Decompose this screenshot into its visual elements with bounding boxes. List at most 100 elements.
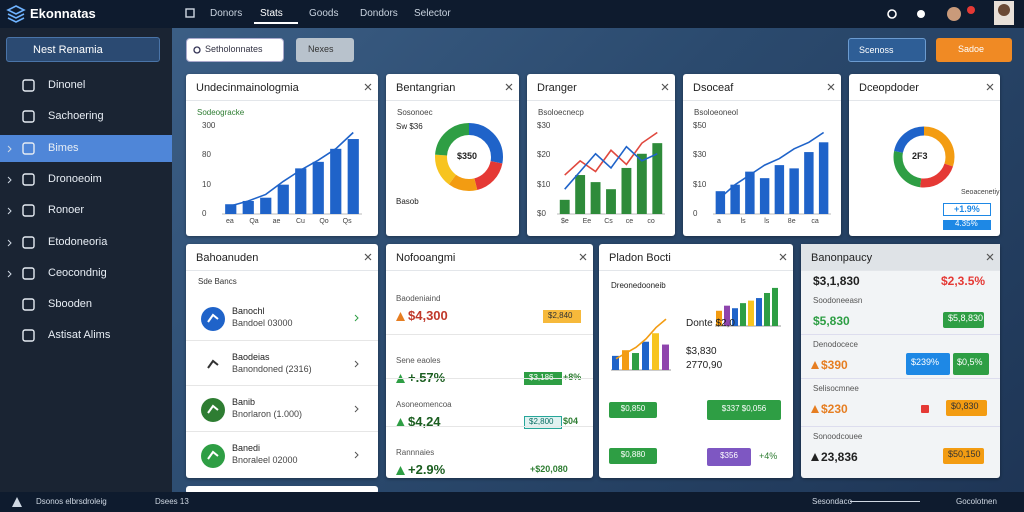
row-rule [186, 385, 378, 386]
chevron-glyph [354, 360, 359, 367]
badge[interactable]: $0,5% [953, 353, 989, 375]
nav-tab[interactable]: Goods [309, 8, 339, 19]
chevron [7, 239, 12, 246]
y-tick-label: 0 [202, 209, 207, 218]
sidebar-item[interactable]: Bimes [0, 134, 172, 162]
bar [732, 308, 738, 326]
bar [225, 204, 237, 214]
top-bar: Ekonnatas Donors Stats Goods Dondors Selector [0, 0, 1024, 28]
bar [330, 148, 342, 214]
button-text: $0,880 [620, 450, 646, 459]
close-glyph [364, 253, 372, 261]
sidebar-item[interactable]: Ceocondnig [0, 260, 172, 287]
badge[interactable]: $50,150 [943, 448, 984, 464]
badge-text: $0,830 [951, 401, 979, 411]
sidebar-item[interactable]: Dinonel [0, 72, 172, 99]
badge[interactable]: $239% [906, 353, 950, 375]
toolbar-button-box[interactable]: Nexes [296, 38, 354, 62]
nav-tab[interactable]: Selector [414, 8, 451, 19]
arrow-icon [811, 405, 819, 413]
badge[interactable]: $5,8,830 [943, 312, 984, 328]
item-sub: Bnorlaron (1.000) [232, 409, 303, 419]
menu-glyph [22, 110, 35, 123]
footer-link[interactable]: Gocolotnen [956, 497, 997, 506]
badge-text: $3,186 [529, 373, 553, 382]
card: Bentangrian Sosonoec $350 Sw $36 Basob [386, 74, 519, 236]
nav-tab[interactable]: Donors [210, 8, 243, 19]
action-button-box[interactable]: Scenoss [848, 38, 926, 62]
bar [772, 287, 778, 326]
badge[interactable]: $0,830 [946, 400, 987, 416]
sidebar-item[interactable]: Ronoer [0, 197, 172, 224]
x-tick-label: 8e [787, 218, 796, 225]
x-tick-label: ls [740, 218, 746, 225]
close-icon [364, 253, 372, 261]
sidebar-button-box[interactable]: Nest Renamia [6, 37, 160, 62]
donut [435, 123, 503, 191]
stat-extra: +8% [563, 372, 582, 382]
footer: Dsonos elbrsdroleig Dsees 13 Sesondaco Goco… [0, 492, 1024, 512]
header-icons [887, 1, 1014, 25]
y-tick-label: $0 [537, 209, 546, 218]
chevron-glyph [7, 145, 12, 152]
bar [748, 300, 754, 326]
arrow-icon [811, 361, 819, 369]
export-button-box[interactable]: Sadoe [936, 38, 1012, 62]
badge-text: $5,8,830 [948, 313, 984, 323]
card-stub [186, 486, 378, 494]
value-button[interactable]: $337 $0,056 [707, 400, 781, 420]
item-icon [201, 443, 225, 468]
logo-text: Ekonnatas [30, 6, 96, 21]
sidebar-item[interactable]: Etodoneoria [0, 229, 172, 256]
donut-segment [893, 126, 955, 188]
home-icon [185, 8, 195, 18]
mixed-text: Donte $2,0 [686, 318, 735, 329]
row-label: Soodoneeasn [813, 296, 863, 305]
y-tick-label: 300 [202, 121, 216, 130]
value-button[interactable]: $356 [707, 448, 751, 466]
chevron [354, 360, 359, 367]
stat-label: Sene eaoles [396, 356, 441, 365]
nav-tab[interactable]: Dondors [360, 8, 398, 19]
bar [622, 350, 629, 370]
donut-center: $350 [457, 151, 478, 161]
bar [590, 182, 601, 214]
card-header [801, 244, 1000, 270]
sidebar-item[interactable]: Sachoering [0, 103, 172, 130]
card-title: Bentangrian [396, 82, 456, 94]
x-tick-label: Qo [319, 218, 329, 225]
row-value: $230 [821, 402, 848, 416]
card-title: Nofooangmi [396, 252, 456, 264]
sidebar-item[interactable]: Dronoeoim [0, 166, 172, 193]
sidebar-item[interactable]: Sbooden [0, 291, 172, 318]
item-circle [201, 443, 225, 468]
x-tick-label: Cs [604, 218, 613, 225]
footer-link[interactable]: Sesondaco [812, 497, 853, 506]
chevron-glyph [7, 176, 12, 184]
search-box[interactable]: Setholonnates [186, 38, 284, 62]
value-button[interactable]: $0,850 [609, 402, 657, 418]
donut-segment [435, 123, 503, 191]
x-tick-label: ae [272, 218, 281, 225]
bar [242, 200, 254, 214]
x-tick-label: Qs [342, 218, 352, 225]
menu-icon [22, 298, 35, 311]
header-rule [186, 100, 378, 101]
trend-line [564, 131, 658, 176]
bar [652, 143, 663, 214]
header-rule [386, 100, 519, 101]
close-glyph [827, 83, 835, 91]
close-glyph [779, 253, 787, 261]
header-rule [527, 100, 675, 101]
bar [559, 199, 570, 214]
chart [713, 131, 831, 215]
x-tick-label: ce [625, 218, 634, 225]
chart [557, 131, 665, 215]
y-tick-label: $30 [537, 121, 551, 130]
stat-value: +2.9% [408, 462, 446, 477]
sidebar-label: Dinonel [48, 79, 86, 91]
value-button[interactable]: $0,880 [609, 448, 657, 464]
nav-tab[interactable]: Stats [260, 8, 283, 19]
sidebar-item[interactable]: Astisat Alims [0, 322, 172, 349]
y-tick-label: $30 [693, 150, 707, 160]
